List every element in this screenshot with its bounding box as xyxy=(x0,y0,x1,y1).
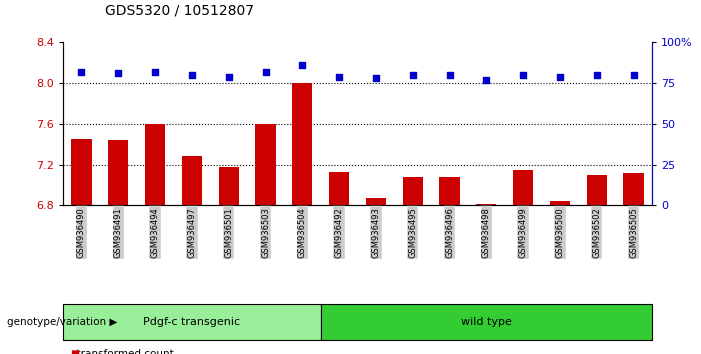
Point xyxy=(260,69,271,75)
Point xyxy=(186,72,198,78)
Point xyxy=(407,72,418,78)
Text: GSM936499: GSM936499 xyxy=(519,207,528,258)
Text: GDS5320 / 10512807: GDS5320 / 10512807 xyxy=(105,4,254,18)
Bar xyxy=(550,201,570,205)
Bar xyxy=(255,124,275,205)
Text: Pdgf-c transgenic: Pdgf-c transgenic xyxy=(143,317,240,327)
Point xyxy=(481,77,492,83)
Point xyxy=(628,72,639,78)
Point xyxy=(334,74,345,80)
Bar xyxy=(587,175,607,205)
Text: GSM936492: GSM936492 xyxy=(334,207,343,258)
Bar xyxy=(108,140,128,205)
Point xyxy=(370,75,381,81)
Bar xyxy=(219,167,239,205)
Bar xyxy=(145,124,165,205)
Text: GSM936497: GSM936497 xyxy=(187,207,196,258)
Text: GSM936491: GSM936491 xyxy=(114,207,123,258)
Text: GSM936498: GSM936498 xyxy=(482,207,491,258)
Point xyxy=(554,74,566,80)
Text: transformed count: transformed count xyxy=(70,349,174,354)
Bar xyxy=(366,198,386,205)
Text: GSM936504: GSM936504 xyxy=(298,207,307,258)
FancyBboxPatch shape xyxy=(320,304,652,340)
Bar xyxy=(476,204,496,205)
Bar xyxy=(329,172,349,205)
Text: GSM936490: GSM936490 xyxy=(77,207,86,258)
Text: GSM936493: GSM936493 xyxy=(372,207,381,258)
FancyBboxPatch shape xyxy=(63,304,320,340)
Bar xyxy=(513,170,533,205)
Text: GSM936501: GSM936501 xyxy=(224,207,233,258)
Point xyxy=(591,72,602,78)
Point xyxy=(297,62,308,68)
Text: GSM936503: GSM936503 xyxy=(261,207,270,258)
Point xyxy=(517,72,529,78)
Text: ■: ■ xyxy=(70,349,79,354)
Point xyxy=(223,74,234,80)
Text: GSM936495: GSM936495 xyxy=(408,207,417,258)
Text: wild type: wild type xyxy=(461,317,512,327)
Point xyxy=(444,72,455,78)
Bar xyxy=(402,177,423,205)
Bar xyxy=(292,83,313,205)
Point xyxy=(113,70,124,76)
Point xyxy=(149,69,161,75)
Text: genotype/variation ▶: genotype/variation ▶ xyxy=(7,317,117,327)
Text: GSM936496: GSM936496 xyxy=(445,207,454,258)
Text: GSM936500: GSM936500 xyxy=(555,207,564,258)
Text: GSM936502: GSM936502 xyxy=(592,207,601,258)
Bar xyxy=(440,177,460,205)
Bar xyxy=(72,139,92,205)
Point xyxy=(76,69,87,75)
Bar xyxy=(623,173,644,205)
Bar xyxy=(182,156,202,205)
Text: GSM936505: GSM936505 xyxy=(629,207,638,258)
Text: GSM936494: GSM936494 xyxy=(151,207,160,258)
